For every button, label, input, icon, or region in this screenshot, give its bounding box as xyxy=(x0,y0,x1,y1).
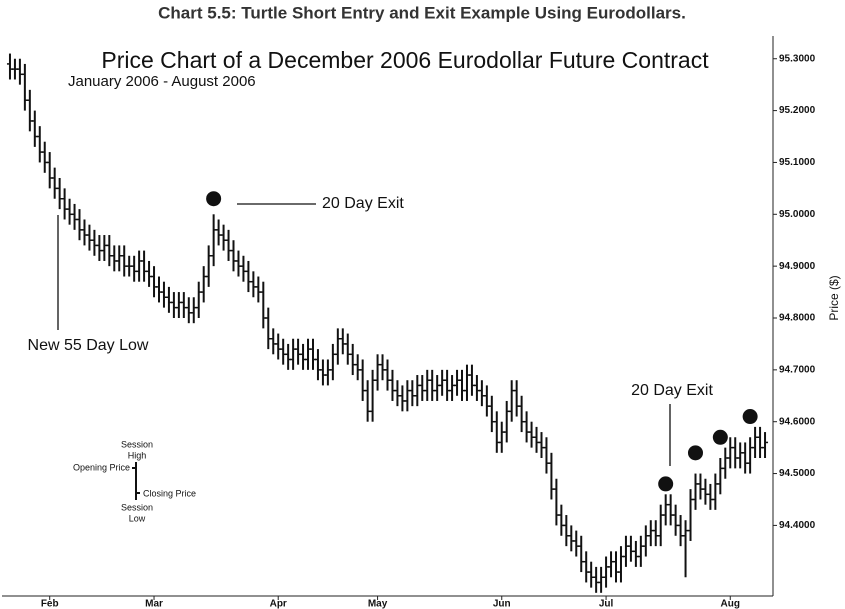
legend-text: Closing Price xyxy=(143,488,196,498)
x-tick-label: Apr xyxy=(270,599,287,609)
y-tick-label: 94.4000 xyxy=(779,520,816,531)
y-tick-label: 94.7000 xyxy=(779,364,816,375)
y-axis-label: Price ($) xyxy=(827,275,841,320)
exit-marker xyxy=(712,429,728,445)
y-tick-label: 95.3000 xyxy=(779,53,816,64)
legend-text: High xyxy=(128,450,147,460)
y-tick-label: 95.2000 xyxy=(779,105,816,116)
exit-marker xyxy=(206,191,222,207)
annotation: 20 Day Exit xyxy=(631,382,713,399)
y-tick-label: 95.1000 xyxy=(779,157,816,168)
legend-text: Session xyxy=(121,502,153,512)
legend-example: Session High Opening Price Closing Price… xyxy=(73,439,196,523)
annotation: New 55 Day Low xyxy=(28,337,149,354)
x-tick-label: Feb xyxy=(41,599,59,609)
chart-title: Price Chart of a December 2006 Eurodolla… xyxy=(101,47,709,73)
y-tick-label: 94.9000 xyxy=(779,261,816,272)
exit-marker xyxy=(658,476,674,492)
legend-text: Low xyxy=(129,513,146,523)
legend-text: Opening Price xyxy=(73,462,130,472)
y-tick-label: 94.5000 xyxy=(779,468,816,479)
x-tick-label: Mar xyxy=(145,599,163,609)
y-tick-label: 94.8000 xyxy=(779,313,816,324)
caption: Chart 5.5: Turtle Short Entry and Exit E… xyxy=(158,3,686,22)
exit-marker xyxy=(687,445,703,461)
exit-marker xyxy=(742,409,758,425)
legend-text: Session xyxy=(121,439,153,449)
x-tick-label: Jun xyxy=(493,599,511,609)
y-tick-label: 95.0000 xyxy=(779,209,816,220)
x-tick-label: Jul xyxy=(599,599,614,609)
y-tick-label: 94.6000 xyxy=(779,416,816,427)
chart-subtitle: January 2006 - August 2006 xyxy=(68,73,256,90)
x-tick-label: Aug xyxy=(721,599,740,609)
x-tick-label: May xyxy=(368,599,388,609)
annotation: 20 Day Exit xyxy=(322,195,404,212)
